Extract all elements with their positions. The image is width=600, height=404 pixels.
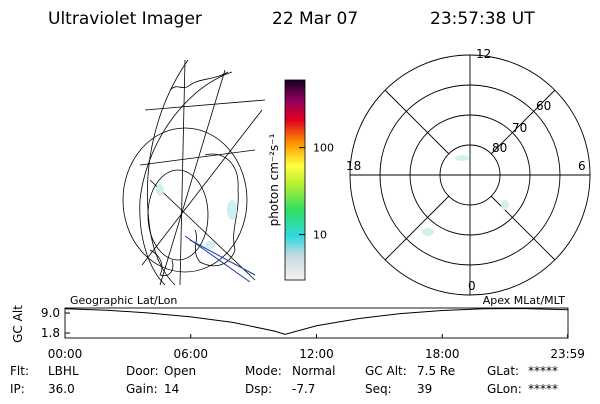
- status-label: Door:: [126, 364, 159, 378]
- x-tick-label: 00:00: [48, 347, 83, 361]
- lat-label: 70: [512, 121, 527, 135]
- status-value: LBHL: [48, 364, 79, 378]
- plot-title: Geographic Lat/Lon: [70, 294, 177, 307]
- x-tick-label: 12:00: [299, 347, 334, 361]
- status-label: Seq:: [365, 382, 392, 396]
- status-label: GLat:: [487, 364, 519, 378]
- hour-label: 12: [476, 47, 491, 61]
- colorbar-tick-label: 100: [313, 142, 334, 155]
- y-tick-label: 9.0: [41, 306, 60, 320]
- status-label: IP:: [10, 382, 25, 396]
- geographic-map: [122, 59, 266, 286]
- hour-label: 6: [578, 159, 586, 173]
- status-value: -7.7: [292, 382, 315, 396]
- x-tick-label: 18:00: [425, 347, 460, 361]
- time: 23:57:38 UT: [430, 9, 535, 29]
- status-value: 7.5 Re: [417, 364, 455, 378]
- status-label: Mode:: [245, 364, 282, 378]
- status-label: Gain:: [126, 382, 158, 396]
- status-value: 14: [164, 382, 179, 396]
- hour-label: 0: [468, 279, 476, 293]
- aurora-glow: [156, 184, 237, 249]
- lat-label: 80: [492, 141, 507, 155]
- status-value: 39: [417, 382, 432, 396]
- date: 22 Mar 07: [272, 9, 358, 29]
- plot-title: Apex MLat/MLT: [483, 294, 566, 307]
- altitude-curve: [64, 308, 569, 335]
- status-value: *****: [528, 382, 558, 396]
- colorbar-tick-label: 10: [313, 229, 327, 242]
- lat-label: 60: [536, 99, 551, 113]
- colorbar-label: photon cm⁻²s⁻¹: [267, 133, 281, 226]
- track: [184, 235, 251, 283]
- status-value: 36.0: [48, 382, 75, 396]
- track: [189, 239, 256, 276]
- hour-label: 18: [346, 159, 361, 173]
- status-label: Dsp:: [245, 382, 272, 396]
- status-label: Flt:: [10, 364, 29, 378]
- status-value: *****: [528, 364, 558, 378]
- aurora-glow: [422, 155, 509, 236]
- status-value: Normal: [292, 364, 335, 378]
- status-value: Open: [164, 364, 196, 378]
- instrument: Ultraviolet Imager: [48, 9, 202, 29]
- status-label: GLon:: [487, 382, 522, 396]
- status-label: GC Alt:: [365, 364, 407, 378]
- x-tick-label: 06:00: [173, 347, 208, 361]
- colorbar: [284, 79, 306, 281]
- y-axis-label: GC Alt: [11, 305, 25, 343]
- y-tick-label: 1.8: [41, 326, 60, 340]
- x-tick-label: 23:59: [550, 347, 585, 361]
- polar-grid: [349, 54, 591, 296]
